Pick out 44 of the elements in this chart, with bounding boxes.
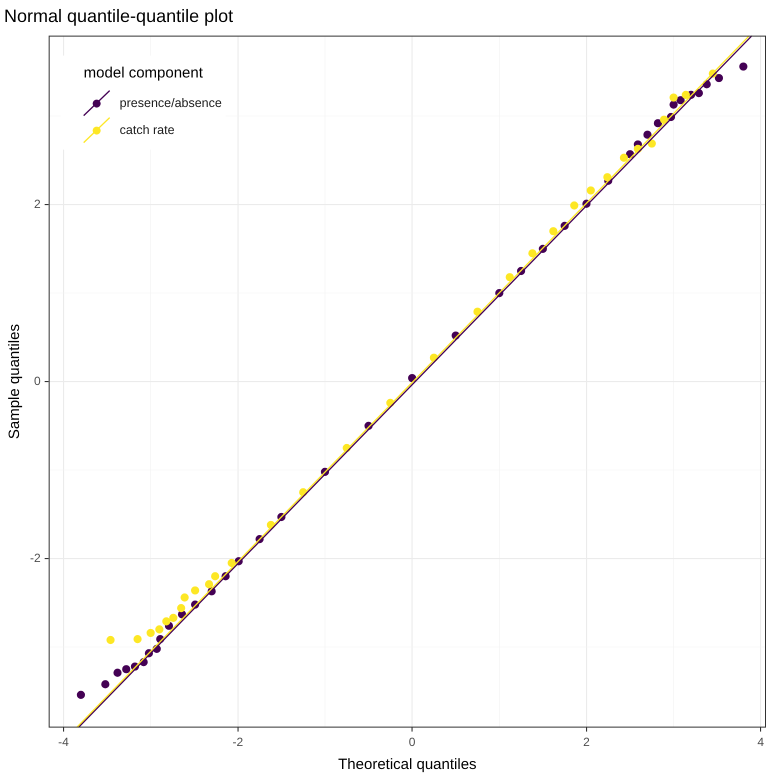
x-axis-title: Theoretical quantiles — [338, 756, 477, 774]
point — [549, 227, 558, 236]
y-axis-title: Sample quantiles — [6, 324, 24, 440]
point — [162, 617, 170, 626]
point — [76, 690, 86, 699]
x-tick-label: 4 — [757, 735, 764, 750]
point — [155, 625, 164, 634]
x-tick-label: -2 — [232, 735, 244, 750]
point — [211, 572, 220, 580]
point — [133, 635, 142, 644]
legend-label: presence/absence — [120, 96, 222, 110]
chart-title: Normal quantile-quantile plot — [4, 6, 234, 26]
legend-title: model component — [84, 64, 204, 82]
legend-label: catch rate — [120, 123, 175, 138]
point — [620, 154, 628, 162]
point — [228, 558, 236, 568]
point — [643, 130, 652, 139]
x-tick-label: 0 — [408, 735, 416, 750]
point — [654, 119, 662, 128]
point — [122, 665, 130, 674]
point — [177, 604, 186, 612]
point — [101, 680, 110, 688]
point — [169, 614, 178, 622]
point — [113, 668, 122, 677]
point — [676, 96, 685, 104]
point — [191, 586, 200, 595]
y-tick-label: -2 — [30, 550, 41, 565]
point — [648, 139, 656, 148]
point — [180, 593, 189, 602]
point — [682, 90, 690, 99]
x-tick-label: -4 — [58, 735, 70, 750]
point — [146, 628, 155, 638]
point — [739, 62, 748, 71]
x-tick-label: 2 — [583, 735, 590, 750]
y-tick-label: 2 — [34, 196, 41, 211]
y-tick-label: 0 — [34, 374, 41, 388]
point — [586, 186, 595, 195]
point — [528, 249, 537, 258]
point — [204, 580, 214, 588]
point — [106, 636, 115, 644]
point — [714, 74, 724, 82]
point — [670, 100, 678, 109]
point — [670, 93, 678, 102]
point — [570, 201, 578, 210]
